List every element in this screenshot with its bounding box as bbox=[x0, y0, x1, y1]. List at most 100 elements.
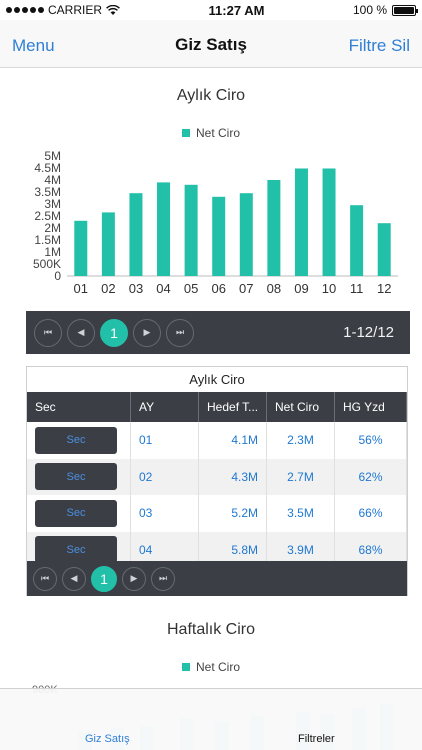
bar[interactable] bbox=[74, 220, 88, 276]
y-tick-label: 5M bbox=[44, 149, 61, 163]
cell-net: 3.9M bbox=[267, 531, 335, 568]
legend-label: Net Ciro bbox=[195, 660, 240, 674]
col-header-ay[interactable]: AY bbox=[131, 392, 199, 422]
x-tick-label: 07 bbox=[239, 281, 253, 296]
col-header-net[interactable]: Net Ciro bbox=[267, 392, 335, 422]
x-tick-label: 06 bbox=[211, 281, 225, 296]
select-button[interactable]: Sec bbox=[35, 463, 117, 491]
x-tick-label: 04 bbox=[156, 281, 170, 296]
select-button[interactable]: Sec bbox=[35, 499, 117, 527]
navigation-bar: Menu Giz Satış Filtre Sil bbox=[0, 20, 422, 68]
cell-ay: 04 bbox=[131, 531, 199, 568]
bar[interactable] bbox=[377, 223, 391, 276]
first-page-button[interactable]: ⏮ bbox=[34, 318, 62, 347]
grid-first-page-button[interactable]: ⏮ bbox=[33, 566, 57, 591]
bar[interactable] bbox=[239, 193, 253, 276]
y-tick-label: 0 bbox=[54, 269, 61, 283]
legend-swatch bbox=[181, 663, 190, 671]
cell-ay: 01 bbox=[131, 422, 199, 459]
grid-prev-page-button[interactable]: ◀ bbox=[62, 566, 86, 591]
x-tick-label: 03 bbox=[129, 281, 143, 296]
cell-hedef: 4.1M bbox=[199, 422, 267, 459]
tab-filtreler[interactable]: Filtreler bbox=[298, 733, 335, 745]
table-row[interactable]: Sec 02 4.3M 2.7M 62% bbox=[27, 458, 407, 495]
cell-net: 3.5M bbox=[267, 495, 335, 532]
bar[interactable] bbox=[101, 212, 115, 276]
x-tick-label: 05 bbox=[184, 281, 198, 296]
bar[interactable] bbox=[157, 182, 171, 276]
select-button[interactable]: Sec bbox=[35, 536, 117, 564]
y-tick-label: 1.5M bbox=[34, 233, 61, 247]
grid-title: Aylık Ciro bbox=[189, 372, 245, 387]
prev-page-button[interactable]: ◀ bbox=[67, 318, 95, 347]
tab-giz-satis[interactable]: Giz Satış bbox=[85, 733, 130, 745]
y-tick-label: 2.5M bbox=[34, 209, 61, 223]
cell-ay: 03 bbox=[131, 495, 199, 532]
col-header-hedef[interactable]: Hedef T... bbox=[199, 392, 267, 422]
tab-bar: Giz Satış Filtreler bbox=[0, 688, 422, 750]
signal-icon bbox=[6, 7, 44, 13]
cell-hedef: 5.8M bbox=[199, 531, 267, 568]
x-tick-label: 02 bbox=[101, 281, 115, 296]
bar[interactable] bbox=[129, 193, 143, 276]
clear-filter-button[interactable]: Filtre Sil bbox=[348, 36, 410, 55]
x-tick-label: 10 bbox=[322, 281, 336, 296]
legend-swatch bbox=[181, 129, 190, 137]
next-page-button[interactable]: ▶ bbox=[133, 318, 161, 347]
y-tick-label: 1M bbox=[44, 245, 61, 259]
monthly-chart-title: Aylık Ciro bbox=[176, 87, 246, 104]
menu-button[interactable]: Menu bbox=[12, 36, 55, 55]
page-info: 1-12/12 bbox=[343, 324, 394, 341]
cell-hg: 66% bbox=[335, 495, 407, 532]
battery-icon bbox=[392, 4, 418, 16]
bar[interactable] bbox=[267, 180, 281, 276]
weekly-chart-legend: Net Ciro bbox=[0, 660, 422, 674]
cell-net: 2.7M bbox=[267, 458, 335, 495]
last-page-button[interactable]: ⏭ bbox=[166, 318, 194, 347]
bar[interactable] bbox=[322, 168, 336, 276]
grid-last-page-button[interactable]: ⏭ bbox=[151, 566, 175, 591]
grid-next-page-button[interactable]: ▶ bbox=[122, 566, 146, 591]
y-tick-label: 4.5M bbox=[34, 161, 61, 175]
table-row[interactable]: Sec 01 4.1M 2.3M 56% bbox=[27, 422, 407, 459]
grid-page-button-current[interactable]: 1 bbox=[91, 565, 117, 592]
grid-pager: ⏮ ◀ 1 ▶ ⏭ bbox=[27, 561, 407, 596]
bar[interactable] bbox=[350, 205, 364, 276]
select-button[interactable]: Sec bbox=[35, 426, 117, 454]
chart-pager: ⏮ ◀ 1 ▶ ⏭ 1-12/12 bbox=[26, 311, 410, 354]
y-tick-label: 2M bbox=[44, 221, 61, 235]
bar[interactable] bbox=[212, 196, 226, 276]
grid-header: Sec AY Hedef T... Net Ciro HG Yzd bbox=[27, 392, 407, 422]
legend-label: Net Ciro bbox=[195, 126, 240, 140]
status-time: 11:27 AM bbox=[208, 2, 265, 18]
cell-hg: 56% bbox=[335, 422, 407, 459]
y-tick-label: 4M bbox=[44, 173, 61, 187]
page-button-current[interactable]: 1 bbox=[100, 318, 128, 347]
battery-label: 100 % bbox=[352, 3, 387, 17]
wifi-icon bbox=[106, 4, 120, 15]
y-tick-label: 3M bbox=[44, 197, 61, 211]
cell-hedef: 4.3M bbox=[199, 458, 267, 495]
bar[interactable] bbox=[294, 168, 308, 276]
cell-hedef: 5.2M bbox=[199, 495, 267, 532]
cell-net: 2.3M bbox=[267, 422, 335, 459]
weekly-chart-title: Haftalık Ciro bbox=[166, 621, 256, 638]
cell-hg: 62% bbox=[335, 458, 407, 495]
col-header-hg[interactable]: HG Yzd bbox=[335, 392, 407, 422]
status-right: 100 % bbox=[352, 3, 418, 17]
x-tick-label: 11 bbox=[350, 281, 364, 296]
col-header-sec[interactable]: Sec bbox=[27, 392, 131, 422]
y-tick-label: 3.5M bbox=[34, 185, 61, 199]
status-left: CARRIER bbox=[6, 3, 120, 17]
monthly-chart-legend: Net Ciro bbox=[0, 126, 422, 140]
x-tick-label: 01 bbox=[74, 281, 88, 296]
bar[interactable] bbox=[184, 184, 198, 276]
cell-hg: 68% bbox=[335, 531, 407, 568]
carrier-label: CARRIER bbox=[48, 3, 103, 17]
status-bar: CARRIER 11:27 AM 100 % bbox=[0, 0, 422, 20]
table-row[interactable]: Sec 03 5.2M 3.5M 66% bbox=[27, 495, 407, 532]
page-title: Giz Satış bbox=[175, 35, 247, 54]
x-tick-label: 09 bbox=[294, 281, 308, 296]
y-tick-label: 500K bbox=[33, 257, 61, 271]
